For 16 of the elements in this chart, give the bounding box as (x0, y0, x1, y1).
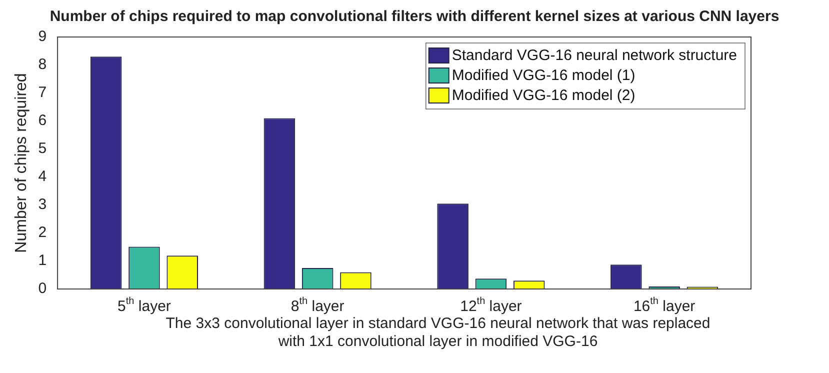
legend-label: Standard VGG-16 neural network structure (452, 47, 737, 64)
y-axis-title: Number of chips required (13, 73, 30, 253)
y-tick-label: 2 (38, 224, 47, 242)
y-tick-label: 4 (38, 168, 47, 186)
y-tick-label: 0 (38, 280, 47, 298)
y-tick-label: 6 (38, 112, 47, 130)
x-axis-title: The 3x3 convolutional layer in standard VGG-16 neural network that was replaced with 1x1 convolutional layer in modified VGG-16 (164, 315, 712, 351)
y-tick-label: 1 (38, 252, 47, 270)
y-tick-label: 3 (38, 196, 47, 214)
legend-label: Modified VGG-16 model (2) (452, 87, 636, 104)
y-tick-label: 9 (38, 28, 47, 46)
legend-label: Modified VGG-16 model (1) (452, 67, 636, 84)
y-tick-label: 5 (38, 140, 47, 158)
y-tick-label: 8 (38, 56, 47, 74)
chart-title: Number of chips required to map convolutional filters with different kernel sizes at various CNN layers (48, 8, 780, 25)
y-tick-label: 7 (38, 84, 47, 102)
